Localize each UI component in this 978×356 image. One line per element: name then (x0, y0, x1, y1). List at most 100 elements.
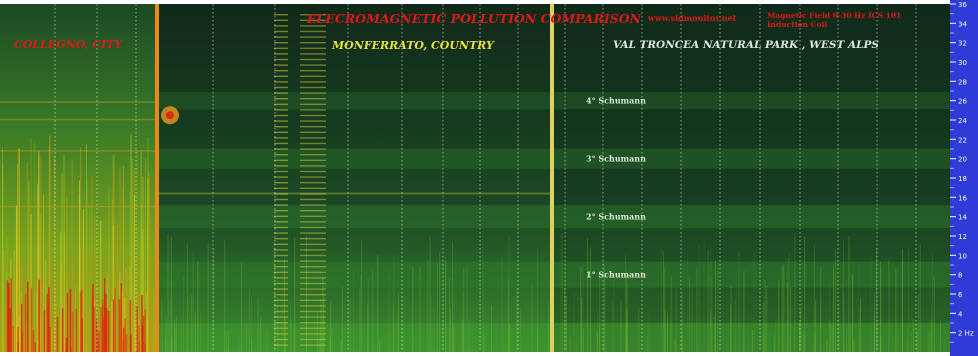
noise-streak (18, 148, 20, 352)
noise-streak (367, 277, 369, 352)
noise-streak (291, 318, 293, 352)
noise-streak (238, 337, 240, 352)
comb-line (300, 53, 326, 55)
noise-streak (717, 268, 719, 352)
divider-country-park (550, 4, 554, 352)
noise-streak (85, 144, 87, 352)
comb-line (300, 14, 326, 16)
comb-line (300, 305, 326, 307)
y-tick-label: 34 (958, 20, 967, 28)
comb-line (300, 277, 326, 279)
noise-peak (102, 317, 105, 352)
comb-line (300, 310, 326, 313)
interference-line (157, 192, 553, 195)
noise-streak (116, 223, 118, 352)
noise-streak (6, 272, 7, 352)
noise-streak (460, 318, 462, 352)
noise-streak (778, 279, 780, 352)
comb-line (300, 266, 326, 268)
noise-streak (316, 311, 318, 352)
noise-peak (7, 283, 10, 352)
noise-streak (681, 291, 683, 352)
comb-line (300, 70, 326, 72)
resonance-label: 4° Schumann (586, 96, 646, 106)
noise-streak (799, 309, 801, 352)
noise-peak (46, 293, 48, 352)
comb-line (300, 64, 326, 66)
noise-streak (696, 267, 698, 352)
noise-streak (213, 249, 215, 352)
noise-peak (129, 300, 132, 352)
noise-streak (176, 317, 177, 352)
comb-line (300, 338, 326, 341)
noise-streak (341, 286, 343, 352)
noise-streak (829, 282, 830, 352)
noise-streak (753, 251, 755, 352)
noise-streak (26, 162, 28, 352)
noise-streak (841, 283, 843, 352)
noise-streak (852, 261, 854, 352)
source-label: www.sidmonitor.net (647, 13, 737, 23)
noise-peak (9, 308, 12, 352)
comb-line (300, 75, 326, 77)
noise-streak (352, 269, 354, 352)
comb-line (300, 109, 326, 111)
noise-streak (20, 265, 21, 352)
noise-streak (468, 320, 470, 352)
y-tick-label: 20 (958, 156, 967, 164)
y-tick-label: 26 (958, 98, 967, 106)
noise-streak (161, 298, 163, 352)
noise-streak (453, 300, 455, 352)
noise-streak (576, 330, 577, 352)
noise-streak (752, 329, 753, 352)
comb-line (274, 58, 288, 61)
noise-streak (819, 303, 821, 352)
comb-line (300, 81, 326, 83)
interference-line (0, 118, 157, 121)
noise-streak (397, 311, 399, 352)
comb-line (274, 198, 288, 201)
noise-streak (147, 179, 149, 352)
noise-streak (207, 243, 209, 352)
noise-streak (250, 295, 252, 352)
noise-streak (388, 269, 390, 352)
noise-streak (838, 300, 840, 352)
comb-line (274, 159, 288, 161)
noise-peak (49, 326, 51, 352)
comb-line (274, 109, 288, 111)
y-tick-label: 30 (958, 59, 967, 67)
noise-streak (197, 261, 199, 352)
noise-streak (820, 266, 822, 352)
noise-streak (331, 328, 333, 352)
noise-streak (507, 279, 509, 352)
noise-streak (136, 150, 138, 352)
noise-streak (306, 261, 308, 352)
comb-line (274, 64, 288, 66)
noise-peak (66, 337, 68, 352)
noise-streak (240, 262, 242, 352)
noise-peak (47, 304, 50, 352)
noise-streak (604, 265, 606, 352)
noise-streak (289, 301, 291, 352)
noise-streak (703, 240, 705, 352)
comb-line (274, 36, 288, 38)
noise-streak (130, 134, 132, 352)
noise-streak (50, 251, 52, 352)
noise-streak (625, 254, 626, 352)
comb-line (300, 215, 326, 217)
noise-streak (715, 260, 716, 352)
comb-line (300, 126, 326, 128)
comb-line (300, 30, 326, 33)
noise-peak (106, 308, 108, 352)
noise-streak (15, 205, 17, 352)
noise-streak (688, 274, 690, 352)
noise-streak (580, 266, 582, 352)
comb-line (300, 238, 326, 240)
noise-streak (359, 287, 361, 352)
noise-streak (322, 271, 323, 352)
noise-peak (104, 291, 106, 352)
comb-line (274, 126, 288, 128)
divider-city-country (155, 4, 159, 352)
comb-line (274, 204, 288, 206)
